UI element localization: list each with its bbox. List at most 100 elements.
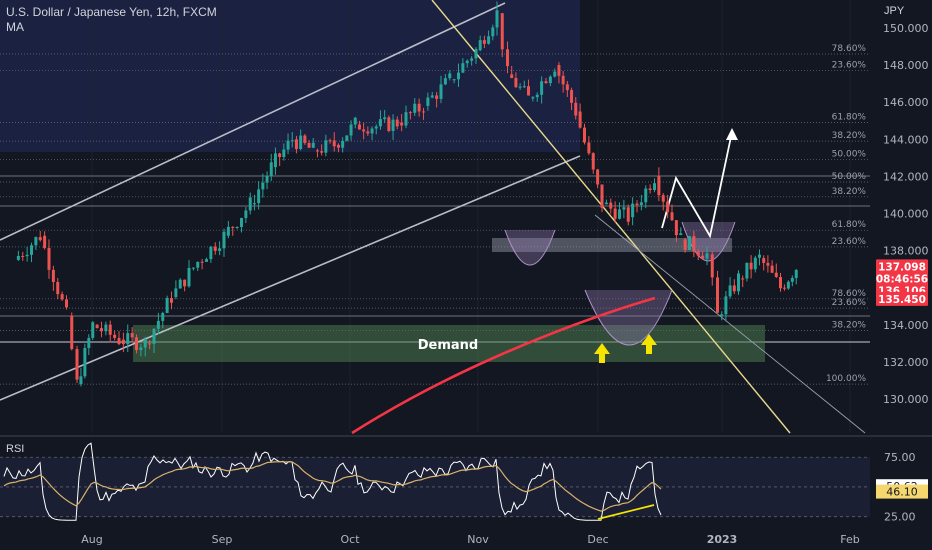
candle-body <box>737 273 740 292</box>
candle-body <box>244 210 248 219</box>
resistance-zone <box>492 238 732 252</box>
candle-body <box>600 184 604 208</box>
candle-body <box>108 324 112 335</box>
candle-body <box>741 278 745 280</box>
candle-body <box>152 328 156 344</box>
candle-body <box>240 218 243 227</box>
candle-body <box>353 117 357 125</box>
candle-body <box>495 10 499 28</box>
candle-body <box>626 207 630 222</box>
candle-body <box>143 339 147 348</box>
candle-body <box>631 203 635 218</box>
candle-body <box>518 86 522 88</box>
candle-body <box>461 63 465 73</box>
fib-label: 38.20% <box>832 320 867 330</box>
time-tick-label: Sep <box>212 533 233 546</box>
candle-body <box>170 298 173 303</box>
candle-body <box>135 337 138 351</box>
candle-body <box>261 182 265 190</box>
candle-body <box>591 153 595 170</box>
rsi-tick-label: 75.00 <box>884 451 916 464</box>
candle-body <box>422 111 425 113</box>
candle-body <box>417 103 421 112</box>
candle-body <box>596 169 600 185</box>
candle-body <box>200 261 204 263</box>
candle-body <box>720 314 724 316</box>
candle-body <box>527 86 530 96</box>
candle-body <box>762 258 766 263</box>
candle-body <box>165 298 169 313</box>
candle-body <box>587 142 591 154</box>
price-tick-label: 134.000 <box>883 319 929 332</box>
projection-ray <box>594 214 866 434</box>
candle-body <box>303 135 307 144</box>
price-tick-label: 146.000 <box>883 96 929 109</box>
price-tag-text: 08:46:56 <box>876 273 928 285</box>
candle-body <box>51 269 55 282</box>
candle-body <box>457 72 460 80</box>
candle-body <box>121 339 125 345</box>
candle-body <box>565 84 569 91</box>
candle-body <box>282 149 286 157</box>
time-tick-label: Feb <box>840 533 859 546</box>
candle-body <box>465 60 469 64</box>
fib-label: 61.80% <box>832 113 867 123</box>
rsi-title: RSI <box>6 443 25 455</box>
candle-body <box>226 226 230 236</box>
time-tick-label: Aug <box>81 533 102 546</box>
candle-body <box>666 201 670 213</box>
candle-body <box>522 86 526 88</box>
candle-body <box>745 262 749 279</box>
candle-body <box>553 71 557 77</box>
candle-body <box>758 254 761 258</box>
fib-levels: 78.60%23.60%61.80%38.20%50.00%50.00%38.2… <box>0 44 870 385</box>
candle-body <box>644 188 648 203</box>
candle-body <box>30 245 33 255</box>
candle-body <box>95 324 99 329</box>
candle-body <box>790 277 794 282</box>
candle-body <box>320 151 324 153</box>
candle-body <box>478 40 482 51</box>
candle-body <box>439 84 443 99</box>
candle-body <box>79 376 83 385</box>
candle-body <box>366 131 370 134</box>
candle-body <box>34 237 38 246</box>
candle-body <box>43 235 47 249</box>
left-shoulder-bowl <box>504 229 556 266</box>
candle-body <box>430 95 434 98</box>
time-axis: Aug Sep Oct Nov Dec 2023 Feb <box>81 533 859 546</box>
candle-body <box>609 202 613 209</box>
price-tag-text: 137.098 <box>878 261 926 273</box>
candle-body <box>174 288 178 297</box>
candle-body <box>269 162 273 176</box>
candle-body <box>732 285 736 292</box>
candle-body <box>648 188 652 191</box>
downtrend-line <box>431 0 791 434</box>
candle-body <box>248 197 252 211</box>
candle-body <box>794 269 798 278</box>
candle-body <box>25 254 29 257</box>
candle-body <box>724 296 728 315</box>
fib-label: 100.00% <box>826 374 866 384</box>
candle-body <box>574 102 578 116</box>
fib-label: 78.60% <box>832 44 867 54</box>
candle-body <box>400 122 404 126</box>
candle-body <box>357 124 361 130</box>
price-tick-label: 150.000 <box>883 22 929 35</box>
candle-body <box>91 322 95 338</box>
candle-body <box>500 13 504 50</box>
candle-body <box>222 231 226 249</box>
candle-body <box>209 246 213 260</box>
candle-body <box>622 207 626 210</box>
candle-body <box>324 140 328 153</box>
candle-body <box>618 209 621 219</box>
candle-body <box>514 78 518 88</box>
candle-body <box>766 262 770 266</box>
time-tick-label: Dec <box>587 533 608 546</box>
candle-body <box>213 246 217 251</box>
rsi-line <box>3 442 662 521</box>
candle-body <box>404 112 408 126</box>
candle-body <box>604 202 608 205</box>
candle-body <box>191 267 195 269</box>
